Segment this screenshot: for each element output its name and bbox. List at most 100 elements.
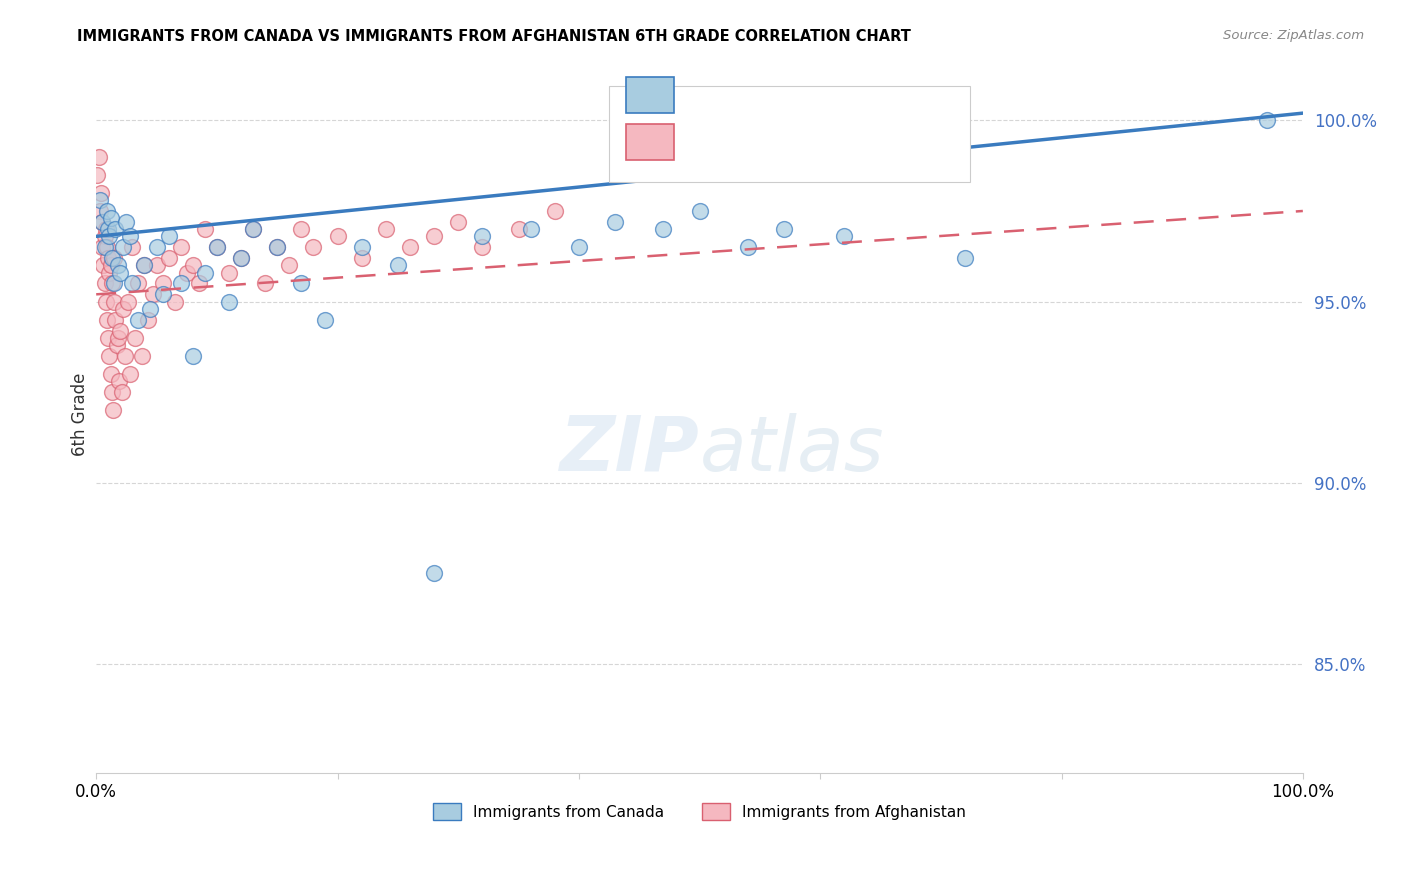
Text: atlas: atlas — [700, 413, 884, 487]
Point — [124, 331, 146, 345]
Y-axis label: 6th Grade: 6th Grade — [72, 372, 89, 456]
Point — [100, 367, 122, 381]
Point — [98, 349, 121, 363]
Point — [423, 566, 446, 581]
Point — [118, 229, 141, 244]
Point — [98, 229, 121, 244]
Point — [399, 240, 422, 254]
Point — [103, 294, 125, 309]
Point — [107, 331, 129, 345]
Point — [423, 229, 446, 244]
Point — [105, 338, 128, 352]
Point — [544, 204, 567, 219]
Point — [93, 258, 115, 272]
Point — [176, 266, 198, 280]
Point — [101, 251, 124, 265]
Point — [100, 211, 122, 226]
Point — [568, 240, 591, 254]
Point — [242, 222, 264, 236]
Point — [139, 301, 162, 316]
Point — [115, 215, 138, 229]
Point — [471, 240, 494, 254]
Point — [205, 240, 228, 254]
Text: R = 0.079    N = 68: R = 0.079 N = 68 — [688, 132, 863, 150]
Point — [91, 215, 114, 229]
Point — [152, 287, 174, 301]
Point — [101, 403, 124, 417]
Text: Source: ZipAtlas.com: Source: ZipAtlas.com — [1223, 29, 1364, 42]
Point — [114, 349, 136, 363]
Point — [157, 229, 180, 244]
Point — [93, 229, 115, 244]
Point — [103, 277, 125, 291]
FancyBboxPatch shape — [626, 124, 673, 160]
Point — [387, 258, 409, 272]
Point — [242, 222, 264, 236]
Point — [447, 215, 470, 229]
Point — [652, 222, 675, 236]
Point — [218, 294, 240, 309]
Point — [350, 251, 373, 265]
Point — [773, 222, 796, 236]
Point — [103, 251, 125, 265]
Point — [136, 312, 159, 326]
Point — [90, 186, 112, 200]
Point — [93, 277, 115, 291]
Point — [89, 193, 111, 207]
Point — [104, 312, 127, 326]
Point — [326, 229, 349, 244]
Point — [96, 204, 118, 219]
Point — [169, 240, 191, 254]
Text: R = 0.244    N = 46: R = 0.244 N = 46 — [688, 86, 863, 103]
Point — [101, 385, 124, 400]
Point — [737, 240, 759, 254]
Point — [94, 222, 117, 236]
Point — [278, 258, 301, 272]
Point — [111, 240, 134, 254]
Point — [94, 294, 117, 309]
Point — [107, 258, 129, 272]
Point — [142, 287, 165, 301]
Point — [374, 222, 396, 236]
Point — [187, 277, 209, 291]
Point — [100, 258, 122, 272]
Point — [834, 229, 856, 244]
Point — [194, 222, 217, 236]
Text: IMMIGRANTS FROM CANADA VS IMMIGRANTS FROM AFGHANISTAN 6TH GRADE CORRELATION CHAR: IMMIGRANTS FROM CANADA VS IMMIGRANTS FRO… — [77, 29, 911, 44]
Point — [266, 240, 288, 254]
Point — [127, 277, 149, 291]
Point — [121, 277, 143, 291]
Point — [145, 240, 167, 254]
Point — [127, 312, 149, 326]
Point — [134, 258, 156, 272]
Point — [689, 204, 711, 219]
Point — [163, 294, 186, 309]
Point — [87, 150, 110, 164]
Point — [118, 367, 141, 381]
Point — [157, 251, 180, 265]
Point — [97, 251, 120, 265]
Point — [97, 331, 120, 345]
Point — [350, 240, 373, 254]
Point — [145, 258, 167, 272]
Point — [86, 168, 108, 182]
Point — [266, 240, 288, 254]
Point — [229, 251, 252, 265]
Point — [218, 266, 240, 280]
Point — [181, 349, 204, 363]
Point — [117, 294, 139, 309]
Point — [953, 251, 976, 265]
Point — [205, 240, 228, 254]
Point — [110, 385, 132, 400]
Point — [111, 301, 134, 316]
FancyBboxPatch shape — [626, 78, 673, 113]
Point — [290, 222, 312, 236]
Point — [314, 312, 336, 326]
Legend: Immigrants from Canada, Immigrants from Afghanistan: Immigrants from Canada, Immigrants from … — [427, 797, 972, 826]
Point — [181, 258, 204, 272]
Point — [110, 324, 132, 338]
Point — [101, 277, 124, 291]
Text: ZIP: ZIP — [560, 413, 700, 487]
Point — [104, 222, 127, 236]
Point — [194, 266, 217, 280]
